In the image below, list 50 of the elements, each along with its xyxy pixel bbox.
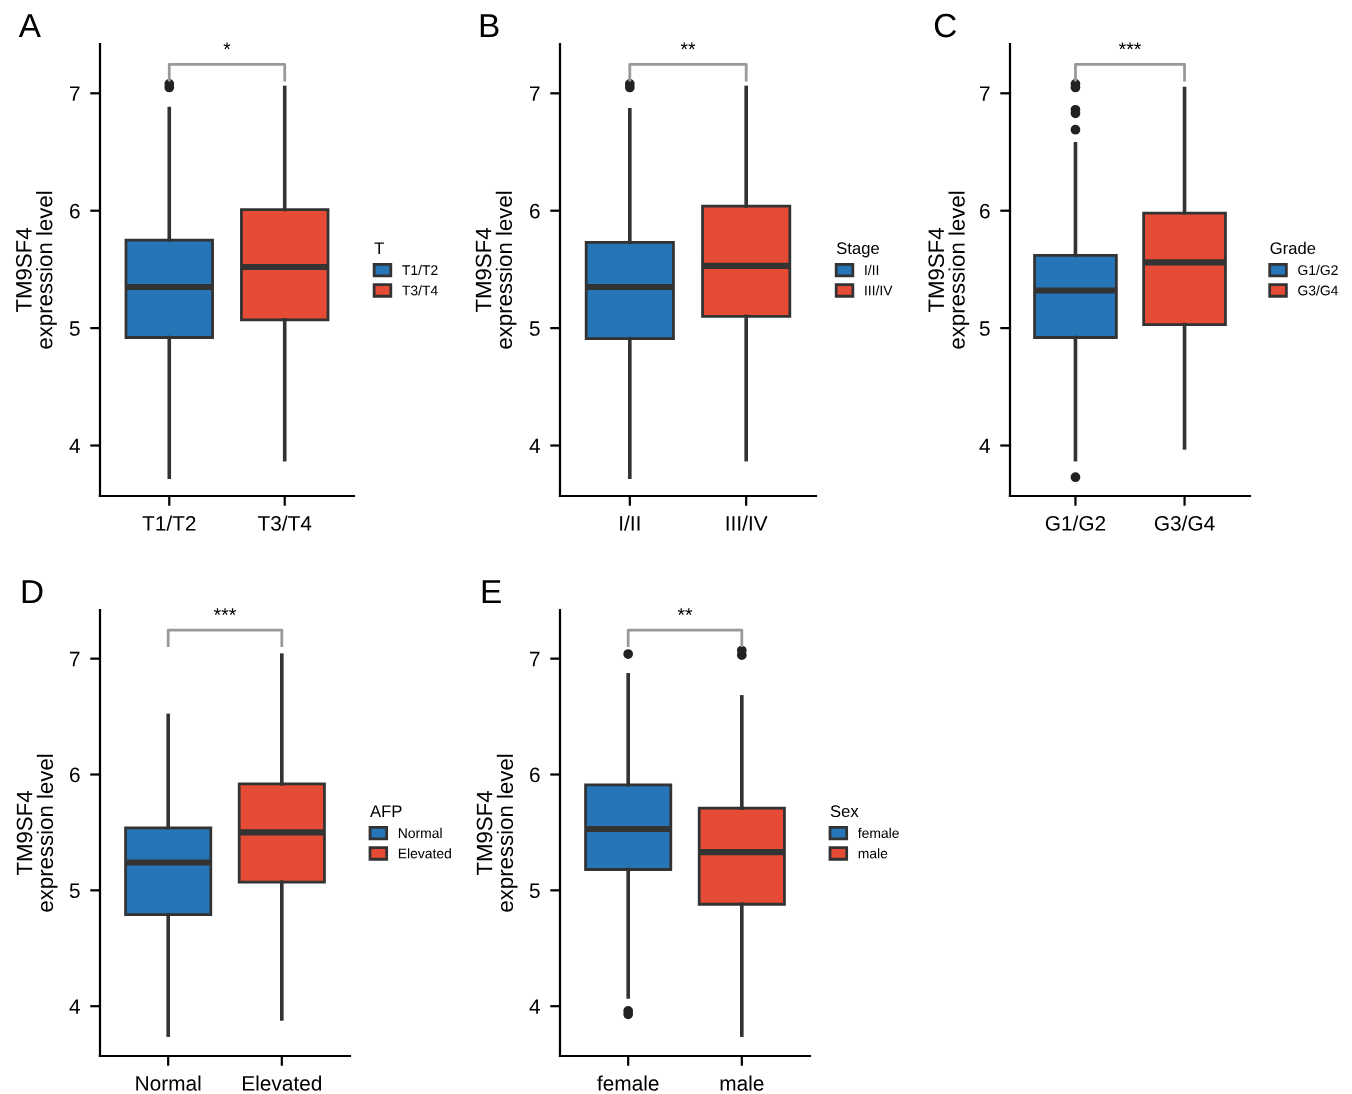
y-tick-label: 6 <box>980 203 990 219</box>
y-axis-title: TM9SF4 expression level <box>15 191 57 349</box>
legend-title: Grade <box>1270 241 1316 255</box>
x-tick-label: male <box>720 1075 764 1091</box>
chart-title: C <box>934 13 956 38</box>
y-tick-label: 7 <box>530 651 540 667</box>
x-tick-label: T1/T2 <box>142 515 196 531</box>
y-axis-title: TM9SF4 expression level <box>928 191 970 349</box>
x-tick-label: G1/G2 <box>1045 515 1106 531</box>
chart-title: A <box>18 14 41 38</box>
y-tick-label: 7 <box>70 86 80 101</box>
y-tick-label: 7 <box>530 86 540 101</box>
legend-title: Stage <box>836 242 879 258</box>
annotation: ** <box>677 608 693 616</box>
annotation: ** <box>680 42 696 50</box>
x-tick-label: T3/T4 <box>257 515 312 531</box>
x-tick-label: Elevated <box>242 1075 322 1091</box>
y-axis-title: TM9SF4 expression level <box>16 754 58 912</box>
x-tick-label: female <box>597 1075 659 1091</box>
chart-title: E <box>482 580 501 604</box>
y-tick-label: 5 <box>979 321 990 336</box>
y-tick-label: 5 <box>69 321 80 336</box>
y-tick-label: 6 <box>530 203 540 219</box>
x-tick-label: III/IV <box>726 515 768 531</box>
y-tick-label: 6 <box>70 203 80 219</box>
y-tick-label: 4 <box>979 438 990 454</box>
y-axis-title: TM9SF4 expression level <box>475 191 517 349</box>
legend-title: Sex <box>830 805 859 818</box>
legend-title: T <box>374 242 384 254</box>
annotation: *** <box>213 608 237 616</box>
y-tick-label: 5 <box>69 883 80 899</box>
y-tick-label: 6 <box>530 767 540 783</box>
y-tick-label: 4 <box>69 438 80 454</box>
y-tick-label: 6 <box>70 767 80 783</box>
annotation: *** <box>1118 42 1142 50</box>
y-tick-label: 4 <box>69 999 80 1014</box>
y-tick-label: 4 <box>529 438 540 454</box>
y-tick-label: 4 <box>529 999 540 1014</box>
x-tick-label: G3/G4 <box>1154 515 1215 531</box>
y-axis-title: TM9SF4 expression level <box>476 754 518 912</box>
chart-title: B <box>480 14 499 38</box>
annotation: * <box>223 42 231 50</box>
legend-title: AFP <box>370 805 402 817</box>
y-tick-label: 5 <box>529 883 540 899</box>
x-tick-label: Normal <box>136 1075 201 1091</box>
y-tick-label: 7 <box>980 86 990 101</box>
chart-title: D <box>22 580 43 604</box>
y-tick-label: 5 <box>529 321 540 336</box>
y-tick-label: 7 <box>70 651 80 667</box>
x-tick-label: I/II <box>620 515 640 531</box>
